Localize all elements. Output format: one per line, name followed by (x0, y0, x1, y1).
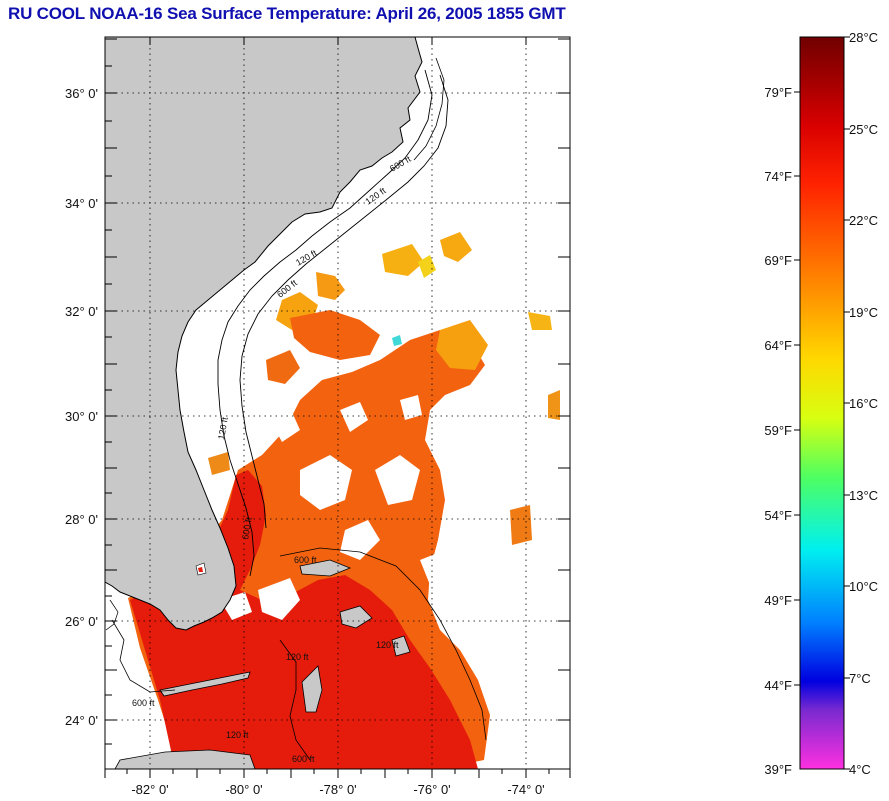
contour-label: 120 ft (216, 416, 230, 440)
land-bahamas (301, 665, 323, 713)
colorbar-f-label: 69°F (764, 253, 792, 268)
colorbar-c-label: 22°C (849, 213, 878, 228)
contour-fl-west (105, 599, 119, 631)
colorbar-c-label: 4°C (849, 762, 871, 777)
lon-label: -76° 0' (413, 782, 450, 797)
colorbar-f-label: 64°F (764, 338, 792, 353)
cloud-gap (420, 552, 452, 590)
sst-yellow-patch (528, 312, 552, 330)
sst-cyan-speck (392, 335, 402, 346)
contour-label: 120 ft (376, 640, 399, 650)
lat-ticks (105, 38, 570, 745)
colorbar-f-label: 44°F (764, 678, 792, 693)
colorbar-c-label: 10°C (849, 579, 878, 594)
contour-label: 600 ft (292, 754, 315, 764)
colorbar-f-label: 59°F (764, 423, 792, 438)
graticule (105, 37, 570, 769)
contour-label: 600 ft (240, 516, 254, 540)
contour-bahamas (279, 547, 487, 741)
cloud-gap (258, 578, 300, 620)
contour-bahamas (279, 639, 311, 761)
colorbar-f-label: 39°F (764, 762, 792, 777)
sst-orange-patch (266, 350, 300, 384)
land-us-east-coast (105, 37, 423, 631)
land-bahamas (339, 605, 373, 629)
land-florida-keys (159, 671, 251, 697)
lat-label: 36° 0' (65, 86, 98, 101)
contour-label: 120 ft (226, 730, 249, 740)
sst-orange-patch (510, 505, 532, 545)
colorbar-c-label: 28°C (849, 30, 878, 45)
map-title: RU COOL NOAA-16 Sea Surface Temperature:… (8, 4, 566, 23)
cloud-gap (300, 455, 352, 510)
lat-label: 32° 0' (65, 304, 98, 319)
land-bahamas (391, 635, 411, 657)
colorbar-c-label: 19°C (849, 305, 878, 320)
contour-120ft (217, 69, 433, 577)
colorbar (799, 36, 845, 770)
colorbar-c-label: 7°C (849, 671, 871, 686)
sst-yellow-patch (208, 452, 230, 475)
contour-keys (111, 619, 176, 693)
sst-yellow-patch (436, 320, 488, 370)
sst-inland-dot (198, 567, 203, 572)
barrier-islands (413, 57, 445, 161)
colorbar-f-label: 74°F (764, 169, 792, 184)
sst-orange-patch (290, 310, 380, 360)
sst-yellow-patch (418, 255, 436, 278)
colorbar-f-label: 49°F (764, 593, 792, 608)
contour-label: 600 ft (294, 555, 317, 565)
lat-label: 24° 0' (65, 713, 98, 728)
colorbar-ticks (794, 36, 850, 770)
sst-yellow-patch (548, 390, 560, 420)
contour-label: 600 ft (132, 698, 155, 708)
cloud-gap (340, 520, 380, 560)
cloud-gap (270, 412, 300, 442)
colorbar-f-label: 79°F (764, 85, 792, 100)
sst-yellow-patch (316, 272, 345, 300)
lat-label: 34° 0' (65, 196, 98, 211)
lon-label: -82° 0' (131, 782, 168, 797)
lon-label: -74° 0' (507, 782, 544, 797)
lon-ticks (104, 37, 571, 778)
sst-yellow-patch (382, 244, 424, 276)
lat-label: 30° 0' (65, 409, 98, 424)
sst-yellow-patch (440, 232, 472, 262)
colorbar-c-label: 13°C (849, 488, 878, 503)
cloud-gap (340, 402, 368, 432)
lat-label: 28° 0' (65, 512, 98, 527)
colorbar-f-label: 54°F (764, 508, 792, 523)
lon-label: -80° 0' (225, 782, 262, 797)
contour-label: 120 ft (286, 652, 309, 662)
land-bahamas (299, 559, 352, 577)
colorbar-c-label: 16°C (849, 396, 878, 411)
lat-label: 26° 0' (65, 614, 98, 629)
cloud-gap (375, 455, 420, 505)
colorbar-c-label: 25°C (849, 122, 878, 137)
contour-600ft (239, 74, 449, 529)
lon-label: -78° 0' (319, 782, 356, 797)
cloud-gap (400, 395, 422, 420)
